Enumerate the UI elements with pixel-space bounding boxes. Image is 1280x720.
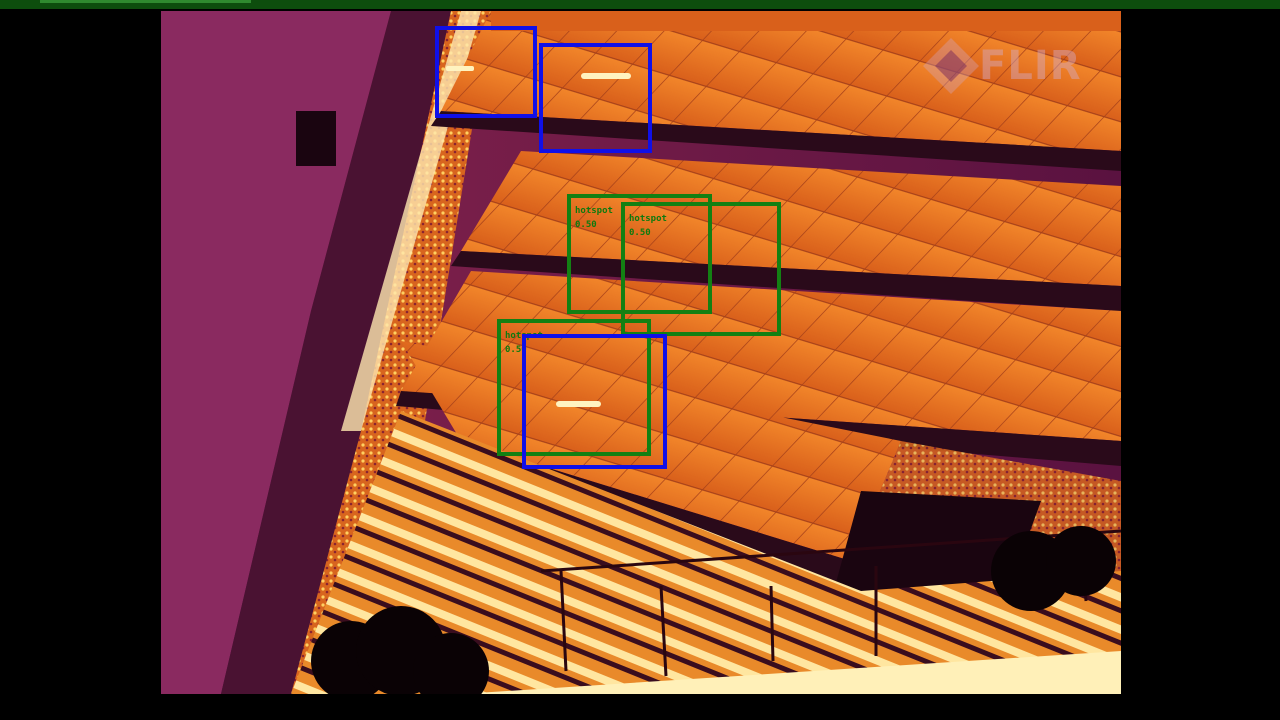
thermal-scene (161, 11, 1121, 694)
detection-box (539, 43, 652, 153)
watermark-text: FLIR (979, 43, 1082, 89)
detection-label: hotspot 0.50 (575, 206, 613, 230)
detection-box (435, 26, 537, 118)
video-top-bar (0, 0, 1280, 9)
detection-label: hotspot 0.50 (629, 214, 667, 238)
video-progress-bar[interactable] (40, 0, 251, 3)
thermal-image-frame: FLIR hotspot 0.50 hotspot 0.50 hotspot 0… (161, 11, 1121, 694)
flir-logo-icon (923, 38, 979, 94)
detection-box (522, 334, 667, 469)
watermark-logo: FLIR (921, 31, 1101, 101)
detection-box: hotspot 0.50 (567, 194, 712, 314)
detection-box: hotspot 0.50 (621, 202, 781, 336)
